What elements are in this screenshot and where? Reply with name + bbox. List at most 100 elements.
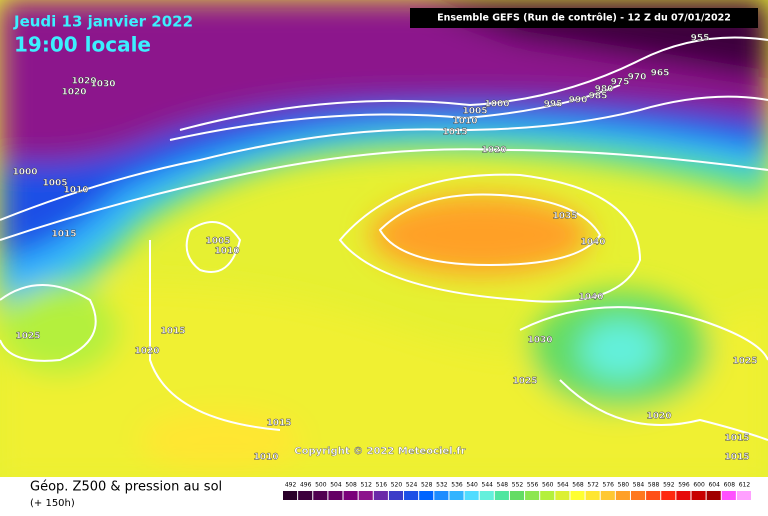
scale-label: 568 [572,482,584,489]
scale-swatch [419,491,434,500]
scale-swatch [343,491,358,500]
scale-swatch [661,491,676,500]
isobar-label: 995 [544,100,563,110]
scale-label: 608 [724,482,736,489]
isobar-label: 1010 [214,247,239,257]
scale-swatch [449,491,464,500]
isobar-label: 1020 [61,88,86,98]
isobar-labels: 955 965 970 975 980 985 990 995 1000 100… [12,33,757,463]
scale-swatch [328,491,343,500]
footer-title: Géop. Z500 & pression au sol [30,480,222,495]
isobar-label: 975 [611,78,630,88]
isobar-label: 970 [628,73,647,83]
scale-swatch [736,491,751,500]
scale-swatch [676,491,691,500]
scale-label: 544 [482,482,494,489]
copyright: Copyright © 2022 Meteociel.fr [294,446,465,457]
scale-label: 512 [360,482,372,489]
scale-label: 540 [466,482,478,489]
time-label: 19:00 locale [14,33,151,57]
scale-label: 524 [406,482,418,489]
scale-swatch [525,491,540,500]
isobar-label: 1015 [160,327,185,337]
scale-swatch [404,491,419,500]
isobar-label: 1020 [646,412,671,422]
run-label: Ensemble GEFS (Run de contrôle) - 12 Z d… [437,13,731,24]
scale-swatch [494,491,509,500]
scale-swatch [373,491,388,500]
isobar-label: 1030 [527,336,552,346]
scale-label: 504 [330,482,342,489]
isobar-label: 1010 [63,186,88,196]
isobar-label: 965 [651,69,670,79]
scale-swatch [585,491,600,500]
scale-label: 580 [618,482,630,489]
scale-swatch [706,491,721,500]
isobar-label: 1020 [481,146,506,156]
scale-swatch [646,491,661,500]
scale-swatch [434,491,449,500]
isobar-label: 1020 [134,347,159,357]
isobar-label: 1015 [724,434,749,444]
scale-swatch [540,491,555,500]
isobar-label: 1000 [12,168,37,178]
scale-label: 584 [633,482,645,489]
scale-label: 604 [708,482,720,489]
isobar-label: 1040 [578,293,603,303]
run-box [410,8,758,28]
scale-label: 552 [512,482,524,489]
isobar-label: 1035 [552,212,577,222]
scale-label: 556 [527,482,539,489]
scale-label: 548 [497,482,509,489]
isobar-label: 980 [595,85,614,95]
scale-swatch [555,491,570,500]
scale-label: 516 [376,482,388,489]
isobar-label: 1030 [90,80,115,90]
scale-swatch [721,491,736,500]
scale-label: 572 [587,482,599,489]
isobar-label: 1010 [253,453,278,463]
isobar-label: 1025 [15,332,40,342]
isobar-label: 1005 [205,237,230,247]
date-label: Jeudi 13 janvier 2022 [13,13,193,31]
scale-swatch [464,491,479,500]
scale-swatch [570,491,585,500]
scale-swatch [313,491,328,500]
isobar-label: 1005 [462,107,487,117]
scale-swatch [479,491,494,500]
scale-label: 564 [557,482,569,489]
color-scale: 492 496 500 504 508 512 516 520 524 528 532 536 540 5… [283,482,751,500]
scale-label: 520 [391,482,403,489]
scale-swatch [600,491,615,500]
isobar-label: 990 [569,96,588,106]
scale-swatch [509,491,525,500]
scale-swatch [283,491,298,500]
isobar-label: 985 [589,92,608,102]
isobar-label: 1025 [732,357,757,367]
geopotential-field [0,0,768,478]
scale-swatch [298,491,313,500]
scale-label: 576 [603,482,615,489]
scale-label: 528 [421,482,433,489]
isobar-lines [0,36,768,441]
scale-label: 492 [285,482,297,489]
scale-label: 496 [300,482,312,489]
scale-label: 532 [436,482,448,489]
scale-label: 508 [345,482,357,489]
scale-label: 600 [693,482,705,489]
isobar-label: 1010 [452,117,477,127]
isobar-label: 1040 [580,238,605,248]
isobar-label: 955 [691,34,710,44]
isobar-label: 1000 [484,100,509,110]
scale-swatch [388,491,404,500]
scale-swatch [615,491,630,500]
scale-label: 500 [315,482,327,489]
scale-swatch [630,491,646,500]
scale-label: 536 [451,482,463,489]
scale-swatch [358,491,373,500]
scale-label: 612 [739,482,751,489]
isobar-label: 1025 [512,377,537,387]
isobar-label: 1015 [724,453,749,463]
isobar-label: 1015 [266,419,291,429]
